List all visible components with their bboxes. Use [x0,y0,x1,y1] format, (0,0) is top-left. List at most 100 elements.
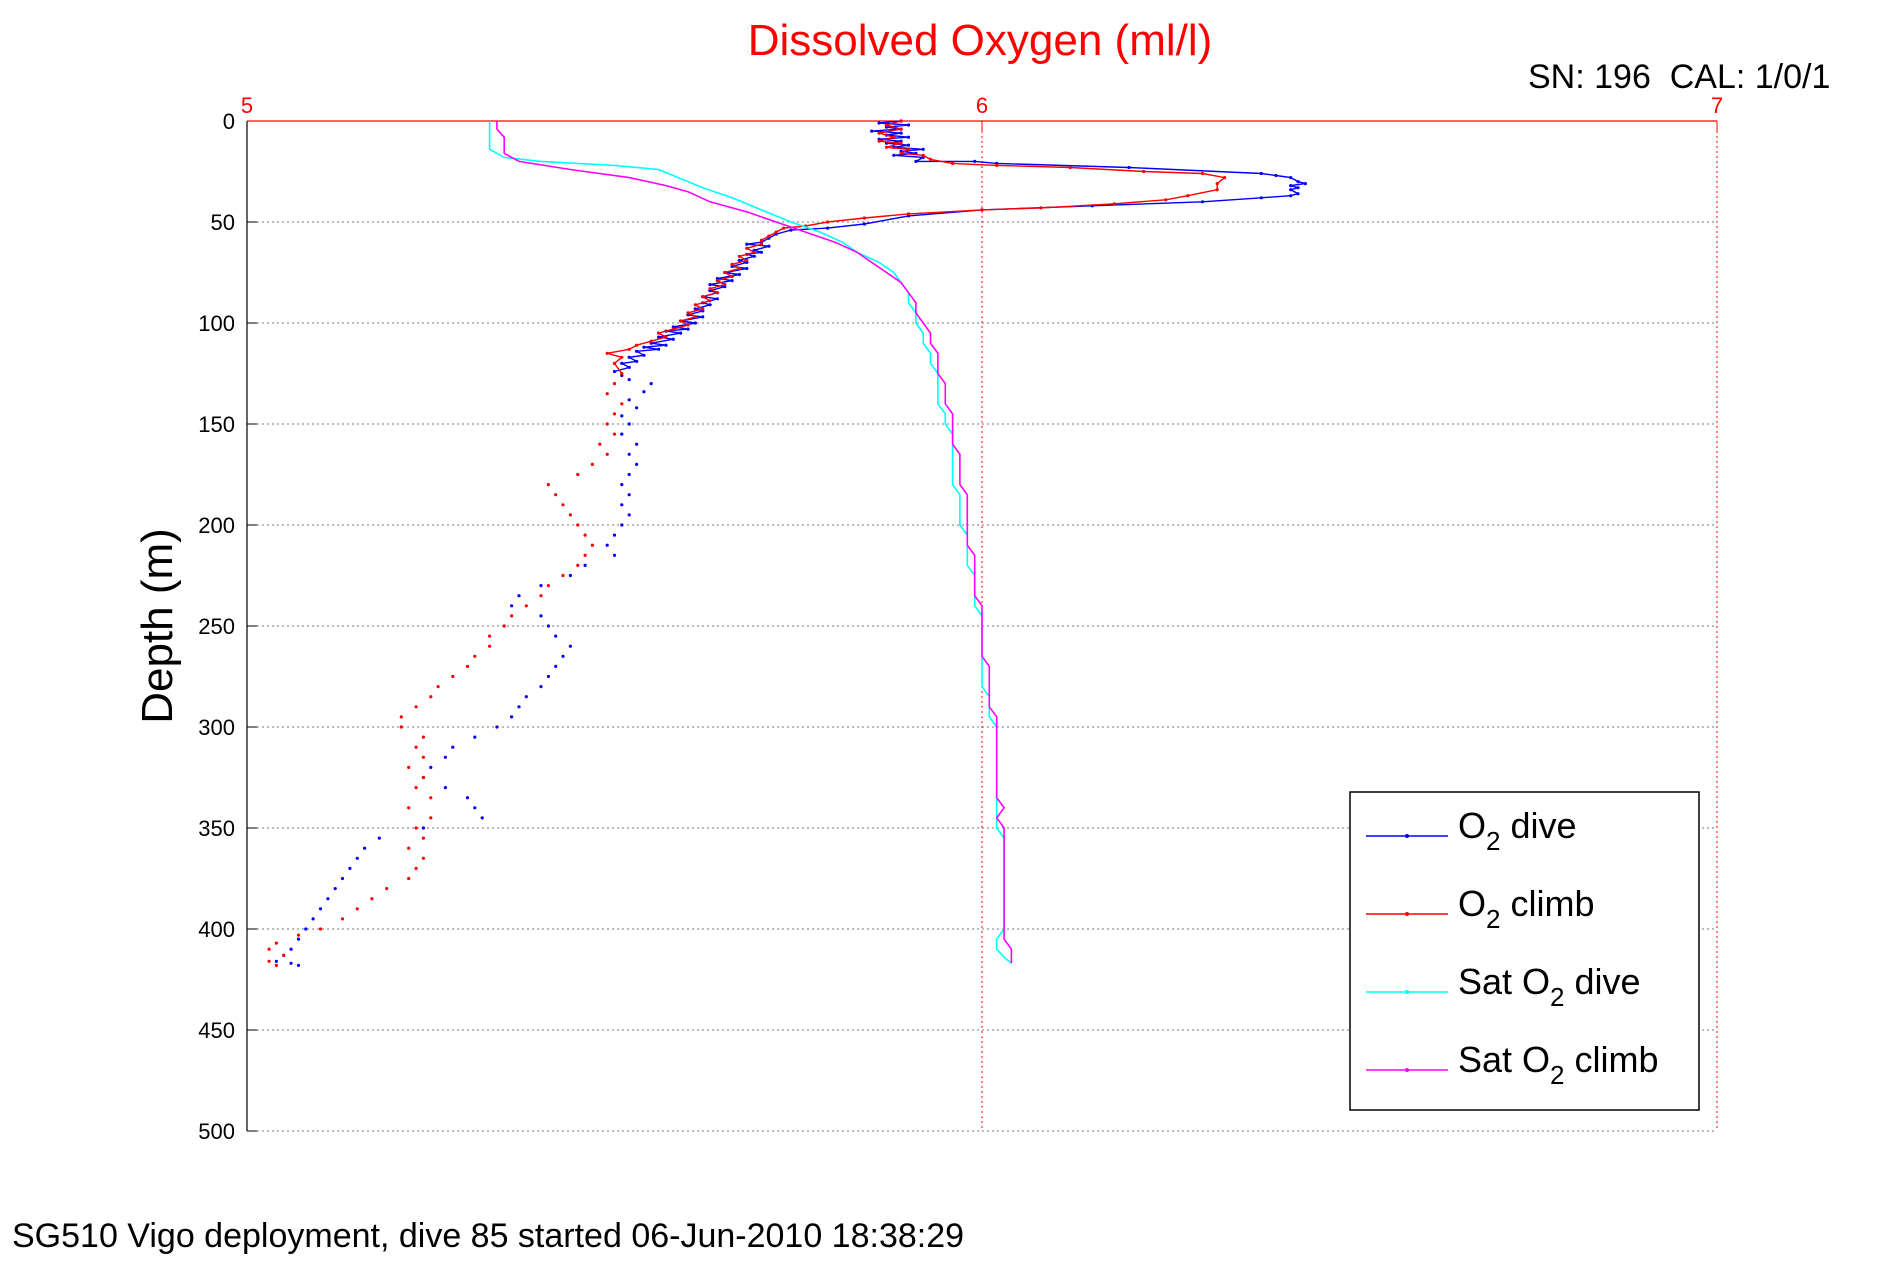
data-point [752,250,756,254]
data-point [296,933,301,937]
data-point [1296,180,1300,184]
data-point [862,222,867,226]
y-tick-label: 0 [223,109,235,134]
data-point [789,228,793,232]
data-point [715,291,720,295]
data-point [605,422,609,426]
data-point [627,452,631,456]
data-point [576,563,580,568]
y-tick-label: 100 [198,311,235,336]
data-point [730,262,734,266]
data-point [340,876,345,881]
data-point [414,786,418,790]
data-point [635,343,639,347]
data-point [664,343,668,347]
data-point [436,685,440,689]
legend: O2 dive O2 climb Sat O2 dive Sat O2 climb [1349,791,1700,1111]
legend-label: O2 dive [1458,805,1577,856]
legend-item: Sat O2 dive [1366,961,1641,1012]
data-point [620,503,624,507]
data-point [708,299,712,303]
data-point [590,462,595,466]
data-point [826,220,830,224]
data-point [899,151,903,155]
data-point [701,307,705,311]
data-point [679,331,683,335]
data-point [657,347,661,351]
data-point [289,947,293,951]
data-point [355,907,359,911]
data-point [510,715,514,719]
data-point [510,604,514,608]
data-point [701,315,705,319]
data-point [274,963,278,968]
data-point [737,266,742,271]
data-point [407,846,411,850]
data-point [620,414,624,418]
data-point [539,584,543,588]
data-point [421,836,425,840]
footer-text: SG510 Vigo deployment, dive 85 started 0… [12,1217,964,1255]
data-point [928,157,933,161]
data-point [635,462,639,466]
data-point [906,123,911,127]
data-point [495,725,499,729]
legend-box [1349,791,1700,1111]
data-point [899,131,903,135]
data-point [627,472,631,477]
data-point [657,335,661,339]
data-point [296,963,301,968]
legend-label: Sat O2 climb [1458,1039,1659,1090]
data-point [318,907,323,911]
data-point [355,856,359,860]
data-point [671,327,675,331]
data-point [686,323,690,327]
data-point [906,143,911,147]
data-point [627,493,631,497]
legend-marker [1405,912,1409,916]
data-point [1039,206,1043,210]
data-point [583,553,587,557]
data-point [899,119,903,123]
data-point [517,594,521,598]
data-point [1164,198,1168,202]
data-point [1289,188,1293,192]
series-line [607,120,1227,374]
data-point [473,735,477,739]
data-point [906,147,911,151]
data-point [443,755,447,759]
data-point [892,135,896,139]
data-point [745,246,749,250]
data-point [598,442,602,446]
data-point [701,295,705,299]
data-point [752,254,756,258]
data-point [451,674,455,679]
data-point [561,503,565,507]
x-tick-label: 7 [1711,93,1723,118]
data-point [1274,173,1278,178]
y-tick-label: 350 [198,816,235,841]
data-point [877,121,881,125]
data-point [421,856,425,860]
data-point [414,705,418,709]
data-point [1259,196,1263,200]
legend-label: O2 climb [1458,883,1595,934]
data-point [723,283,727,287]
data-point [370,897,374,901]
data-point [612,533,617,537]
series-sat-o2-climb [496,121,1013,964]
data-point [583,563,587,568]
y-tick-label: 450 [198,1018,235,1043]
data-point [568,513,573,517]
data-point [737,254,742,258]
data-point [340,917,345,921]
data-point [635,359,639,363]
data-point [892,153,896,157]
chart-title: Dissolved Oxygen (ml/l) [748,16,1213,65]
series-group [267,119,1307,968]
data-point [774,230,778,234]
data-point [429,695,433,699]
data-point [554,634,558,638]
data-point [1200,171,1205,176]
